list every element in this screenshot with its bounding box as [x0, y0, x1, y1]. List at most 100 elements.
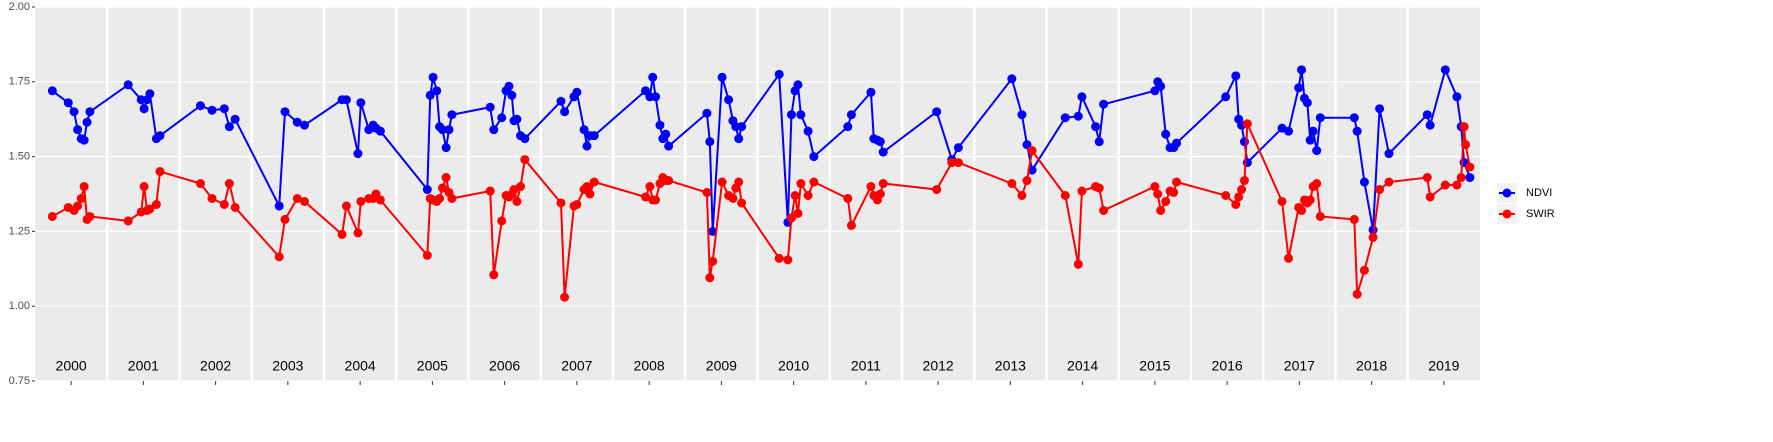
data-point [1349, 214, 1359, 224]
data-point [47, 211, 57, 221]
data-point [878, 147, 888, 157]
data-point [1459, 122, 1469, 132]
data-point [1094, 183, 1104, 193]
data-point [734, 134, 744, 144]
data-point [1239, 137, 1249, 147]
x-tick-label: 2015 [1139, 358, 1170, 374]
x-tick-label: 2002 [200, 358, 231, 374]
data-point [796, 110, 806, 120]
data-point [1007, 74, 1017, 84]
data-point [843, 193, 853, 203]
data-point [85, 211, 95, 221]
data-point [796, 179, 806, 189]
data-point [1161, 129, 1171, 139]
data-point [774, 69, 784, 79]
data-point [1091, 122, 1101, 132]
data-point [1017, 110, 1027, 120]
data-point [123, 80, 133, 90]
data-point [79, 182, 89, 192]
data-point [82, 117, 92, 127]
data-point [425, 90, 435, 100]
data-point [1297, 65, 1307, 75]
x-tick-label: 2012 [923, 358, 954, 374]
data-point [1375, 185, 1385, 195]
data-point [447, 110, 457, 120]
x-tick-label: 2013 [995, 358, 1026, 374]
series [47, 119, 1475, 302]
data-point [341, 95, 351, 105]
data-point [337, 229, 347, 239]
x-tick-label: 2000 [56, 358, 87, 374]
data-point [489, 125, 499, 135]
data-point [932, 107, 942, 117]
data-point [274, 252, 284, 262]
data-point [1022, 176, 1032, 186]
data-point [1425, 192, 1435, 202]
data-point [734, 177, 744, 187]
data-point [1315, 113, 1325, 123]
data-point [1060, 113, 1070, 123]
data-point [299, 120, 309, 130]
data-point [866, 87, 876, 97]
data-point [512, 114, 522, 124]
data-point [139, 104, 149, 114]
data-point [155, 167, 165, 177]
data-point [292, 193, 302, 203]
data-point [1169, 188, 1179, 198]
data-point [356, 196, 366, 206]
y-tick-label: 1.00 [9, 300, 30, 312]
data-point [1022, 140, 1032, 150]
data-point [155, 131, 165, 141]
data-point [1425, 120, 1435, 130]
data-point [875, 189, 885, 199]
data-point [1452, 180, 1462, 190]
data-point [1384, 177, 1394, 187]
data-point [1297, 205, 1307, 215]
data-point [504, 81, 514, 91]
data-point [572, 87, 582, 97]
data-point [728, 193, 738, 203]
data-point [375, 126, 385, 136]
data-point [932, 185, 942, 195]
data-point [1234, 192, 1244, 202]
data-point [353, 228, 363, 238]
data-point [341, 201, 351, 211]
data-point [1368, 232, 1378, 242]
x-tick-label: 2004 [345, 358, 376, 374]
data-point [953, 158, 963, 168]
data-point [516, 182, 526, 192]
data-point [224, 122, 234, 132]
data-point [437, 125, 447, 135]
data-point [708, 226, 718, 236]
data-point [485, 102, 495, 112]
series [47, 65, 1475, 236]
data-point [435, 193, 445, 203]
data-point [1440, 180, 1450, 190]
data-point [786, 213, 796, 223]
data-point [1375, 104, 1385, 114]
data-point [786, 110, 796, 120]
data-point [875, 137, 885, 147]
x-tick-label: 2014 [1067, 358, 1098, 374]
data-point [1161, 196, 1171, 206]
data-point [1422, 173, 1432, 183]
data-point [702, 108, 712, 118]
data-point [717, 177, 727, 187]
data-point [1359, 177, 1369, 187]
x-tick-label: 2008 [634, 358, 665, 374]
data-point [1284, 253, 1294, 263]
data-point [664, 141, 674, 151]
data-point [1099, 205, 1109, 215]
data-point [556, 198, 566, 208]
data-point [139, 182, 149, 192]
data-point [1352, 126, 1362, 136]
data-point [705, 137, 715, 147]
data-point [1060, 190, 1070, 200]
data-point [582, 141, 592, 151]
data-point [809, 152, 819, 162]
data-point [356, 98, 366, 108]
data-point [151, 199, 161, 209]
data-point [299, 196, 309, 206]
data-point [1017, 190, 1027, 200]
data-point [793, 80, 803, 90]
